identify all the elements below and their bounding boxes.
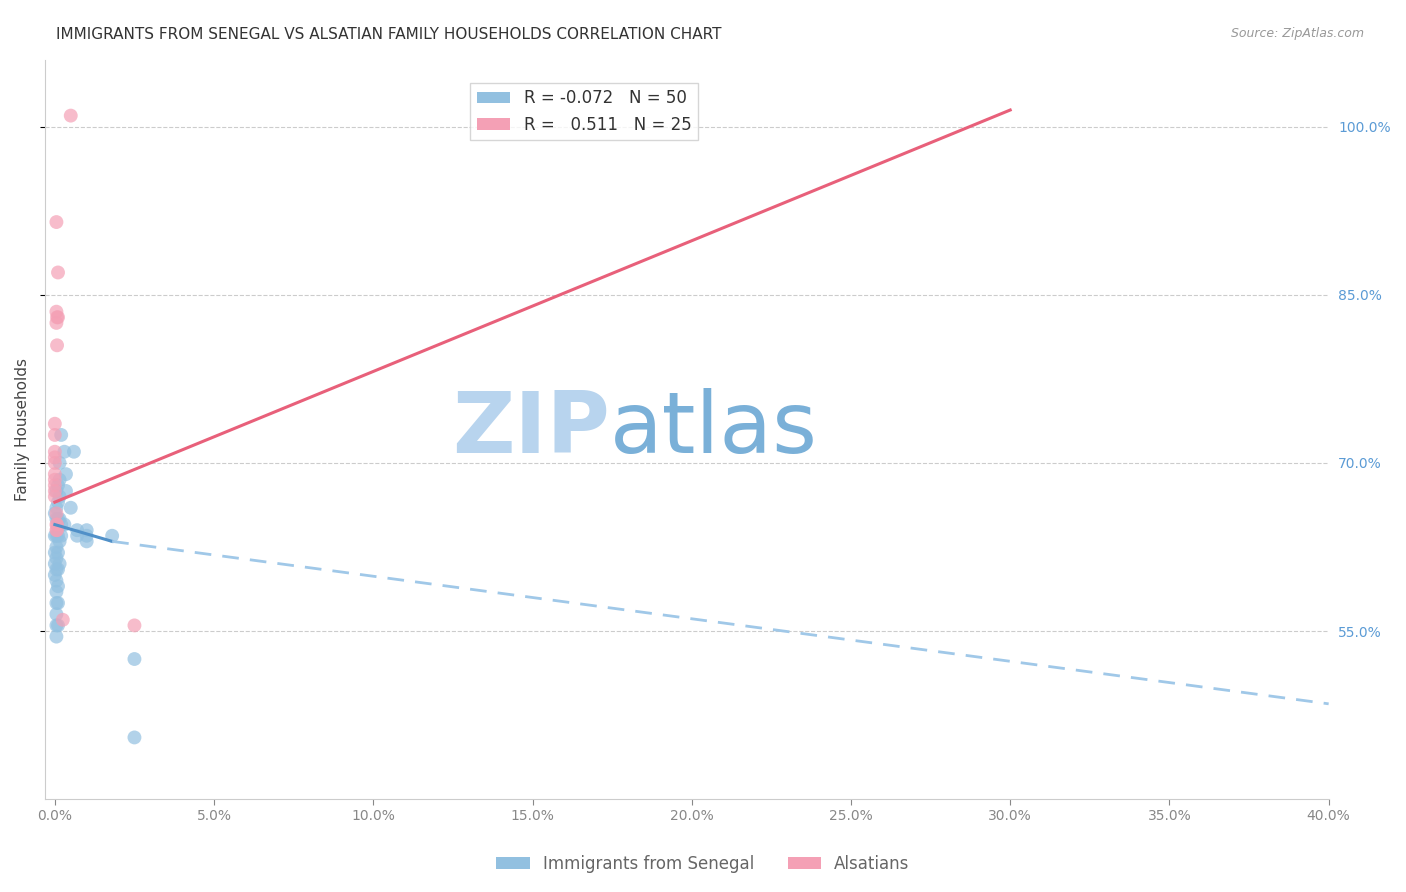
Point [44,545,66,559]
Point [45,483,67,498]
Point [44,467,66,482]
Point [46,495,69,509]
Point [46,618,69,632]
Point [46,478,69,492]
Point [66,529,89,543]
Point [44,557,66,571]
Point [45,584,67,599]
Point [48,534,70,549]
Point [55,467,77,482]
Point [51,529,73,543]
Legend: Immigrants from Senegal, Alsatians: Immigrants from Senegal, Alsatians [489,848,917,880]
Point [51,517,73,532]
Point [44,478,66,492]
Text: IMMIGRANTS FROM SENEGAL VS ALSATIAN FAMILY HOUSEHOLDS CORRELATION CHART: IMMIGRANTS FROM SENEGAL VS ALSATIAN FAMI… [56,27,721,42]
Point [46,517,69,532]
Point [44,507,66,521]
Point [46,562,69,576]
Point [45,304,67,318]
Point [44,473,66,487]
Point [45,562,67,576]
Point [44,490,66,504]
Point [124,618,146,632]
Legend: R = -0.072   N = 50, R =   0.511   N = 25: R = -0.072 N = 50, R = 0.511 N = 25 [471,83,699,140]
Point [44,450,66,465]
Point [46,265,69,279]
Point [48,557,70,571]
Point [46,310,69,325]
Point [44,568,66,582]
Point [45,523,67,537]
Point [48,456,70,470]
Text: Source: ZipAtlas.com: Source: ZipAtlas.com [1230,27,1364,40]
Point [45,316,67,330]
Point [124,731,146,745]
Point [46,338,69,352]
Point [48,512,70,526]
Point [45,529,67,543]
Text: atlas: atlas [610,388,818,471]
Point [48,490,70,504]
Point [44,483,66,498]
Point [46,512,69,526]
Point [44,456,66,470]
Point [45,630,67,644]
Point [45,596,67,610]
Point [45,512,67,526]
Point [44,428,66,442]
Point [44,444,66,458]
Point [101,529,124,543]
Point [44,417,66,431]
Point [46,545,69,559]
Point [46,310,69,325]
Y-axis label: Family Households: Family Households [15,358,30,500]
Point [45,500,67,515]
Point [59,500,82,515]
Point [46,579,69,593]
Point [53,444,76,458]
Point [59,109,82,123]
Point [46,529,69,543]
Point [45,507,67,521]
Point [44,529,66,543]
Point [45,607,67,622]
Point [45,517,67,532]
Point [45,540,67,554]
Point [76,529,98,543]
Point [46,523,69,537]
Point [45,618,67,632]
Point [46,596,69,610]
Point [45,215,67,229]
Point [76,534,98,549]
Text: ZIP: ZIP [453,388,610,471]
Point [53,517,76,532]
Point [51,428,73,442]
Point [76,523,98,537]
Point [66,523,89,537]
Point [55,483,77,498]
Point [124,652,146,666]
Point [52,613,75,627]
Point [63,444,86,458]
Point [45,574,67,588]
Point [45,551,67,566]
Point [48,473,70,487]
